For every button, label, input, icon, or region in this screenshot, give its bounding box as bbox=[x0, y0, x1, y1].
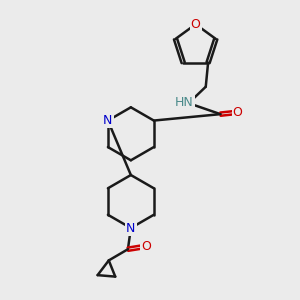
Text: O: O bbox=[191, 18, 201, 31]
Text: N: N bbox=[103, 114, 112, 127]
Text: O: O bbox=[141, 240, 151, 254]
Text: HN: HN bbox=[175, 97, 194, 110]
Text: N: N bbox=[126, 221, 136, 235]
Text: O: O bbox=[232, 106, 242, 119]
